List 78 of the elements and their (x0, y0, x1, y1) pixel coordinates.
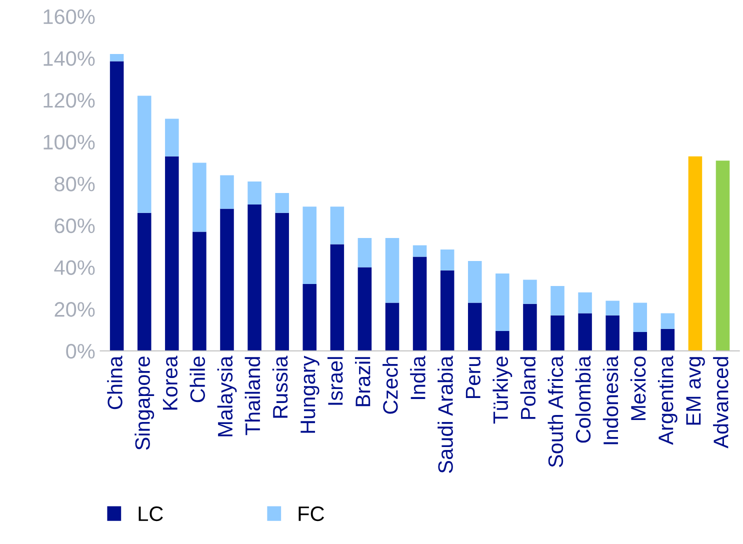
bar (137, 212, 152, 351)
bar (110, 61, 124, 351)
x-tick-label: Russia (272, 356, 288, 418)
bar (523, 280, 537, 304)
y-tick-label: 40% (54, 260, 95, 275)
bar (192, 232, 206, 351)
bar (192, 162, 206, 232)
bar (275, 212, 289, 351)
bar (578, 313, 592, 351)
bar (716, 160, 730, 351)
x-tick-label: Saudi Arabia (438, 356, 453, 473)
x-tick-label: Peru (466, 357, 480, 398)
y-tick-label: 120% (44, 92, 95, 108)
x-tick-label: EM avg (686, 357, 705, 425)
bar (358, 238, 372, 268)
x-tick-label: Argentina (658, 356, 678, 445)
x-tick-label: Hungary (300, 356, 320, 433)
y-tick-label: 80% (54, 176, 95, 192)
legend-label: LC (138, 506, 163, 522)
x-tick-label: India (410, 356, 426, 399)
bar (523, 304, 537, 351)
bar (578, 292, 592, 314)
x-tick-label: Thailand (244, 357, 260, 436)
x-tick-label: South Africa (548, 356, 564, 468)
bar (248, 204, 262, 351)
legend-label: FC (298, 506, 324, 522)
x-tick-label: Brazil (355, 357, 370, 406)
y-tick-label: 100% (44, 134, 95, 150)
bar (550, 315, 564, 351)
bar (385, 302, 400, 351)
y-tick-label: 160% (44, 9, 95, 24)
bar (110, 54, 124, 62)
y-tick-label: 0% (66, 344, 95, 359)
bar (550, 286, 564, 316)
x-tick-label: Malaysia (217, 356, 237, 436)
x-tick-label: China (107, 356, 122, 410)
bar (385, 238, 400, 303)
bar (633, 332, 648, 351)
bar (220, 208, 234, 351)
x-tick-label: Korea (162, 356, 178, 410)
x-tick-label: Poland (520, 357, 536, 419)
bar (440, 249, 454, 270)
x-tick-label: Indonesia (602, 356, 618, 444)
bar (606, 300, 620, 316)
bar (496, 274, 510, 332)
bar (412, 245, 427, 257)
x-tick-label: Czech (382, 357, 398, 414)
x-tick-label: Israel (327, 357, 343, 405)
bar (275, 193, 289, 213)
bar (137, 96, 152, 213)
x-tick-label: Chile (190, 356, 206, 402)
bar (633, 302, 648, 332)
y-tick-label: 20% (54, 302, 95, 317)
bar (412, 256, 427, 351)
bar (660, 328, 675, 351)
bar (358, 267, 372, 351)
bar (302, 284, 317, 351)
bar (660, 313, 675, 329)
y-tick-label: 60% (54, 218, 95, 234)
bar (248, 182, 262, 205)
x-tick-label: Türkiye (492, 356, 512, 424)
bar (688, 156, 702, 351)
bar (302, 206, 317, 284)
y-tick-label: 140% (44, 51, 95, 66)
x-tick-label: Singapore (134, 356, 154, 450)
x-tick-label: Advanced (713, 357, 728, 448)
bar (165, 156, 179, 351)
bar (496, 331, 510, 351)
bar (330, 206, 344, 244)
x-tick-label: Mexico (630, 356, 646, 420)
bar (165, 118, 179, 156)
bar (606, 315, 620, 351)
x-tick-label: Colombia (575, 356, 591, 443)
bar (468, 260, 482, 303)
bar (220, 175, 234, 209)
bar (468, 302, 482, 351)
bar (330, 244, 344, 351)
bar (440, 270, 454, 351)
